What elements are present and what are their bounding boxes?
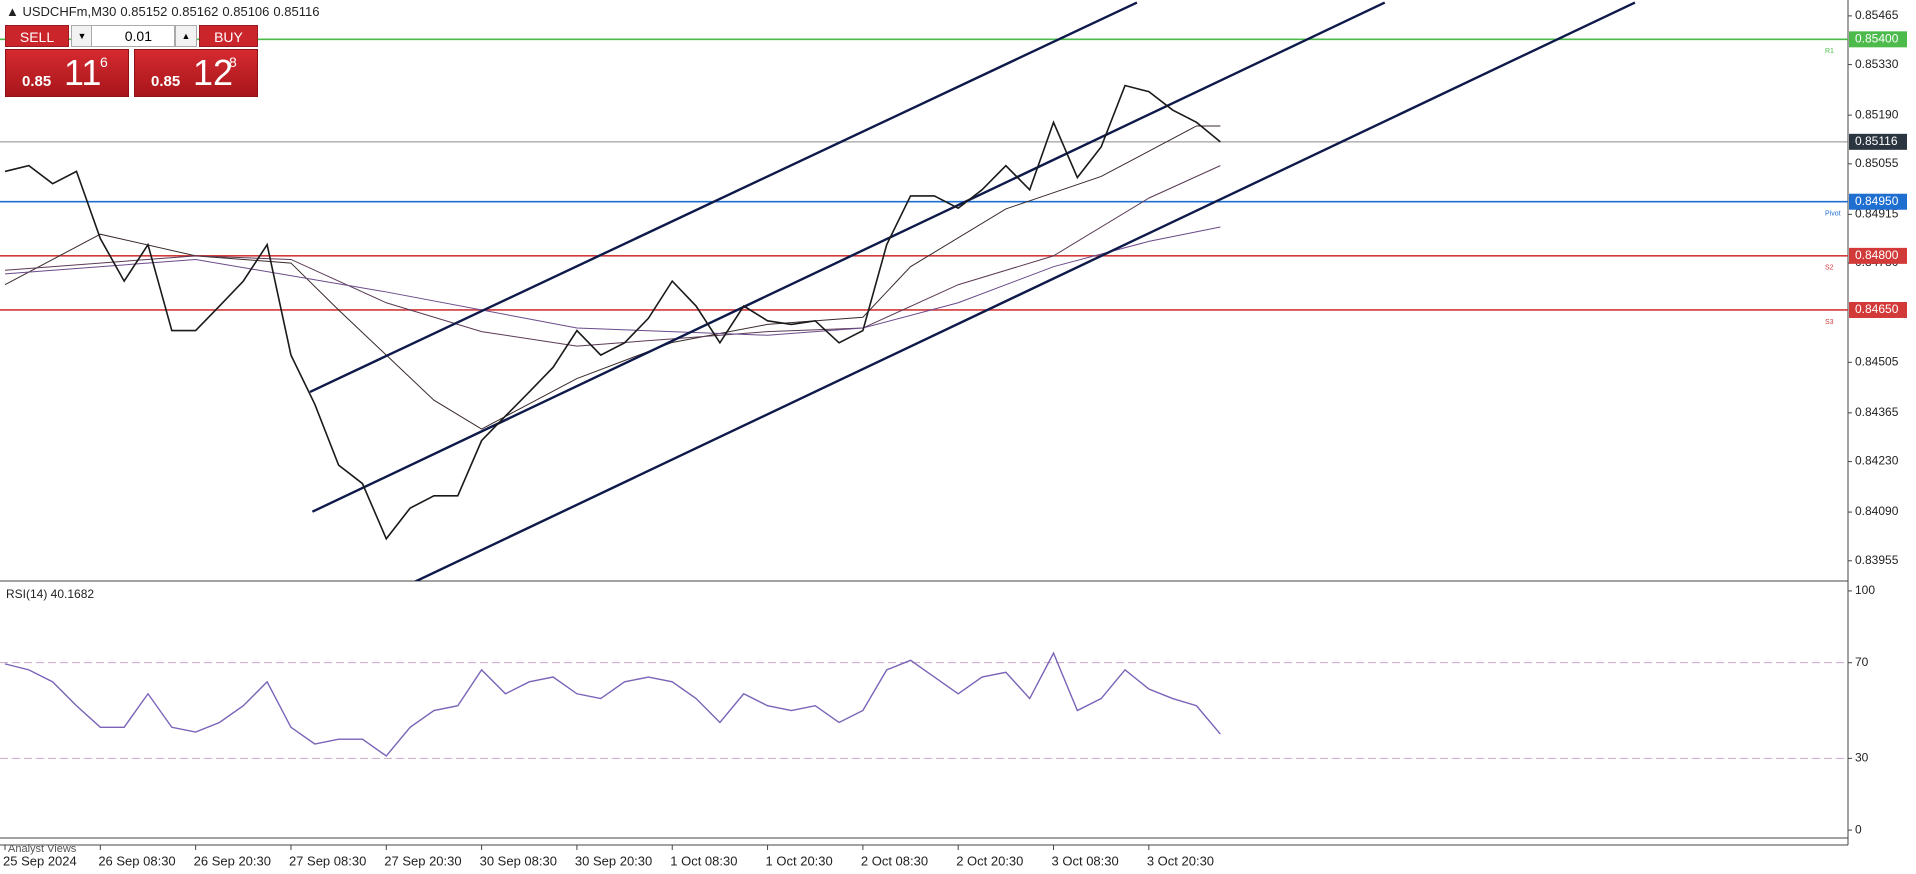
level-label: 0.85116 (1855, 134, 1898, 148)
plot (4, 1, 1636, 581)
price-line (4, 84, 1221, 541)
x-tick-label: 3 Oct 08:30 (1052, 853, 1119, 868)
x-tick-label: 27 Sep 20:30 (384, 853, 461, 868)
y-tick-label: 0.84230 (1855, 454, 1899, 468)
moving-average (4, 165, 1221, 347)
ohlc: 0.85116 (273, 4, 320, 19)
level-label: 0.85400 (1855, 32, 1899, 46)
level-name: S3 (1825, 319, 1834, 326)
symbol-header: ▲ USDCHFm,M30 0.85152 0.85162 0.85106 0.8511… (6, 4, 320, 19)
one-click-trading: SELL ▼ 0.01 ▲ BUY 0.85 11 6 0.85 12 8 (5, 25, 258, 97)
lot-increase[interactable]: ▲ (175, 25, 197, 47)
plot (4, 651, 1221, 757)
y-tick-label: 0.85465 (1855, 8, 1899, 22)
x-tick-label: 2 Oct 20:30 (956, 853, 1023, 868)
channel-line (309, 1, 1138, 393)
level-label: 0.84650 (1855, 302, 1899, 316)
symbol: USDCHFm,M30 (22, 4, 117, 19)
ohlc: 0.85106 (222, 4, 270, 19)
y-tick-label: 0.84915 (1855, 207, 1899, 221)
price-big: 11 (64, 52, 102, 93)
price-pip: 6 (100, 54, 108, 70)
y-tick-label: 0 (1855, 822, 1862, 836)
x-tick-label: 30 Sep 08:30 (480, 853, 557, 868)
y-tick-label: 30 (1855, 751, 1869, 765)
lot-decrease[interactable]: ▼ (71, 25, 93, 47)
ohlc: 0.85152 (120, 4, 168, 19)
moving-average (4, 226, 1221, 336)
level-label-bg (1849, 193, 1907, 210)
level-label-bg (1849, 301, 1907, 318)
level-label-bg (1849, 31, 1907, 48)
x-tick-label: 26 Sep 08:30 (98, 853, 175, 868)
lot-input[interactable]: 0.01 (91, 25, 175, 47)
x-tick-label: 3 Oct 20:30 (1147, 853, 1214, 868)
x-tick-label: 2 Oct 08:30 (861, 853, 928, 868)
level-label: 0.84800 (1855, 248, 1899, 262)
y-tick-label: 70 (1855, 655, 1869, 669)
level-label-bg (1849, 133, 1907, 150)
buy-price[interactable]: 0.85 12 8 (134, 49, 258, 97)
x-tick-label: 1 Oct 08:30 (670, 853, 737, 868)
channel-line (414, 1, 1636, 581)
sell-button[interactable]: SELL (5, 25, 69, 47)
y-tick-label: 0.83955 (1855, 553, 1899, 567)
buy-button[interactable]: BUY (199, 25, 258, 47)
ohlc: 0.85162 (171, 4, 219, 19)
y-tick-label: 0.84090 (1855, 504, 1899, 518)
price-line (4, 651, 1221, 757)
x-tick-label: 1 Oct 20:30 (766, 853, 833, 868)
y-tick-label: 0.85330 (1855, 57, 1899, 71)
sell-price[interactable]: 0.85 11 6 (5, 49, 129, 97)
x-tick-label: 26 Sep 20:30 (194, 853, 271, 868)
y-tick-label: 0.84365 (1855, 405, 1899, 419)
moving-average (4, 125, 1221, 430)
y-tick-label: 0.85055 (1855, 156, 1899, 170)
price-big: 12 (193, 52, 234, 93)
level-name: R1 (1825, 48, 1834, 55)
level-name: S2 (1825, 265, 1834, 272)
price-prefix: 0.85 (151, 73, 181, 90)
x-tick-label: 27 Sep 08:30 (289, 853, 366, 868)
x-tick-label: 30 Sep 20:30 (575, 853, 652, 868)
y-tick-label: 100 (1855, 583, 1875, 597)
level-label-bg (1849, 247, 1907, 264)
x-tick-label: 25 Sep 2024 (3, 853, 77, 868)
tab-label[interactable]: Analyst Views (8, 843, 77, 855)
price-pip: 8 (229, 54, 237, 70)
price-prefix: 0.85 (22, 73, 52, 90)
level-name: Pivot (1825, 211, 1841, 218)
y-tick-label: 0.85190 (1855, 107, 1899, 121)
y-tick-label: 0.84505 (1855, 354, 1899, 368)
channel-line (311, 1, 1386, 513)
level-label: 0.84950 (1855, 194, 1899, 208)
indicator-title: RSI(14) 40.1682 (6, 587, 94, 601)
